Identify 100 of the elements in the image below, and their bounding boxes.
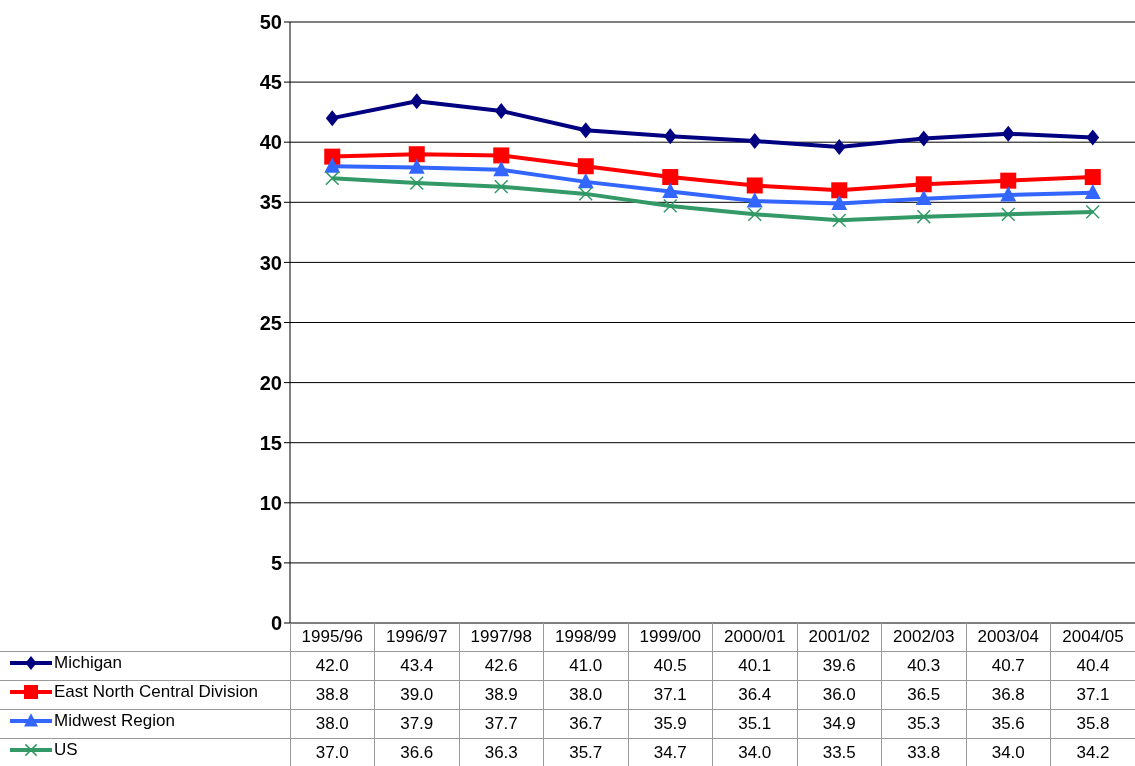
data-label: 39.6 (797, 651, 882, 680)
point (663, 198, 678, 214)
y-tick-label: 45 (259, 71, 282, 94)
data-label: 35.6 (966, 709, 1051, 738)
x-tick-label: 2002/03 (881, 623, 966, 651)
data-label: 33.5 (797, 738, 882, 766)
data-label: 37.1 (1050, 680, 1135, 709)
point (832, 139, 846, 156)
x-tick-label: 1997/98 (459, 623, 544, 651)
y-tick-label: 40 (259, 131, 282, 154)
point (916, 209, 931, 224)
point (915, 189, 932, 206)
point (1001, 125, 1015, 142)
legend-label: US (54, 740, 78, 761)
data-label: 37.0 (290, 738, 375, 766)
x-tick-label: 1998/99 (543, 623, 628, 651)
data-label: 36.7 (543, 709, 628, 738)
point (1086, 129, 1100, 146)
point (325, 171, 340, 186)
x-tick-label: 1999/00 (628, 623, 713, 651)
data-label: 41.0 (543, 651, 628, 680)
point (494, 179, 509, 194)
y-tick-label: 15 (259, 431, 282, 454)
legend-label: Michigan (54, 653, 123, 673)
point (1084, 169, 1101, 186)
point (408, 158, 425, 174)
point (832, 213, 847, 228)
y-tick-label: 20 (259, 371, 282, 394)
data-label: 35.1 (712, 709, 797, 738)
x-tick-label: 1995/96 (290, 623, 375, 651)
data-label: 34.0 (712, 738, 797, 766)
point (831, 194, 848, 210)
y-tick-label: 50 (259, 11, 282, 34)
y-tick-label: 0 (270, 612, 282, 635)
point (409, 175, 424, 191)
data-label: 38.8 (290, 680, 375, 709)
point (662, 169, 679, 186)
y-tick-label: 30 (259, 251, 282, 274)
legend-label: East North Central Division (54, 682, 259, 702)
data-label: 35.8 (1050, 709, 1135, 738)
data-label: 36.0 (797, 680, 882, 709)
data-label: 37.1 (628, 680, 713, 709)
point (831, 182, 848, 199)
x-tick-label: 2004/05 (1050, 623, 1135, 651)
point (917, 130, 931, 147)
data-label: 40.5 (628, 651, 713, 680)
data-label: 38.9 (459, 680, 544, 709)
data-label: 36.3 (459, 738, 544, 766)
point (579, 122, 593, 139)
x-tick-label: 2003/04 (966, 623, 1051, 651)
point (1085, 204, 1100, 220)
point (746, 177, 763, 194)
data-label: 34.0 (966, 738, 1051, 766)
data-label: 34.2 (1050, 738, 1135, 766)
point (747, 207, 762, 222)
legend-label: Midwest Region (54, 711, 175, 731)
x-tick-label: 2001/02 (797, 623, 882, 651)
y-tick-label: 25 (259, 311, 282, 334)
data-label: 36.6 (374, 738, 459, 766)
y-tick-label: 35 (259, 191, 282, 214)
point (325, 110, 339, 127)
data-label: 35.3 (881, 709, 966, 738)
data-label: 42.6 (459, 651, 544, 680)
data-label: 36.4 (712, 680, 797, 709)
data-label: 35.7 (543, 738, 628, 766)
data-label: 40.1 (712, 651, 797, 680)
point (1001, 207, 1016, 222)
point (493, 147, 510, 164)
point (408, 146, 425, 163)
point (1084, 183, 1101, 200)
data-label: 36.5 (881, 680, 966, 709)
point (578, 186, 593, 202)
point (662, 182, 679, 198)
data-label: 38.0 (290, 709, 375, 738)
data-label: 40.4 (1050, 651, 1135, 680)
data-label: 43.4 (374, 651, 459, 680)
data-label: 40.7 (966, 651, 1051, 680)
data-label: 39.0 (374, 680, 459, 709)
point (577, 173, 594, 189)
point (915, 176, 932, 193)
point (748, 133, 762, 149)
point (663, 128, 677, 145)
y-tick-label: 5 (270, 552, 282, 574)
data-label: 42.0 (290, 651, 375, 680)
point (410, 93, 424, 110)
point (1000, 186, 1017, 202)
data-label: 38.0 (543, 680, 628, 709)
data-label: 33.8 (881, 738, 966, 766)
x-tick-label: 1996/97 (374, 623, 459, 651)
point (746, 192, 763, 208)
point (577, 158, 594, 175)
data-label: 37.9 (374, 709, 459, 738)
data-label: 40.3 (881, 651, 966, 680)
y-tick-label: 10 (259, 491, 282, 514)
data-label: 37.7 (459, 709, 544, 738)
point (493, 161, 510, 177)
point (324, 157, 341, 173)
point (1000, 172, 1017, 189)
data-label: 34.7 (628, 738, 713, 766)
data-label: 34.9 (797, 709, 882, 738)
